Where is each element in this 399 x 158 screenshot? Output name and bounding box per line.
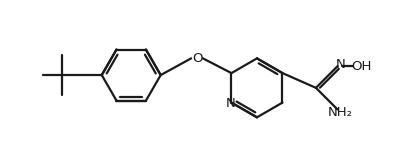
Text: OH: OH xyxy=(351,60,371,73)
Text: N: N xyxy=(225,97,235,110)
Text: O: O xyxy=(192,52,202,65)
Text: N: N xyxy=(336,58,346,71)
Text: NH₂: NH₂ xyxy=(328,106,353,119)
